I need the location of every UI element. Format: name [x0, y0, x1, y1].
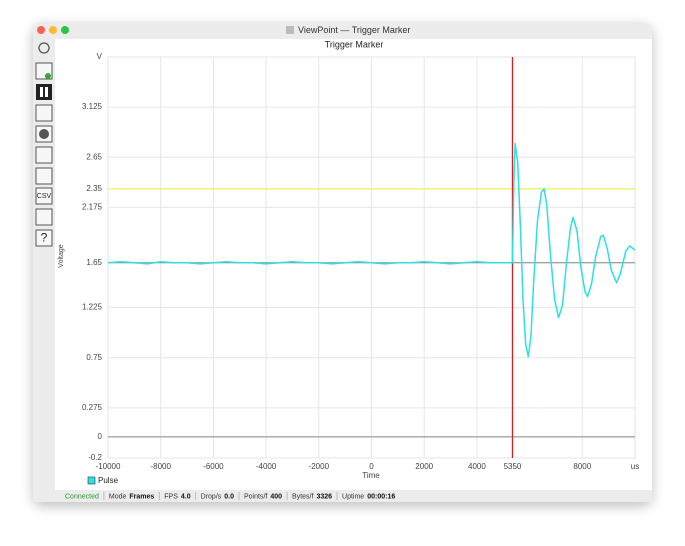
x-tick-label: 2000	[415, 462, 433, 471]
y-tick-label: 1.225	[82, 303, 103, 312]
status-value: 4.0	[181, 493, 191, 500]
x-tick-label: 5350	[504, 462, 522, 471]
status-value: Frames	[129, 493, 154, 500]
status-label: Bytes/f	[292, 493, 313, 500]
x-tick-label: -4000	[256, 462, 277, 471]
x-tick-label: -6000	[203, 462, 224, 471]
minimize-button[interactable]	[49, 26, 57, 34]
y-tick-label: 0	[98, 432, 103, 441]
status-label: Drop/s	[201, 493, 222, 500]
status-bar	[33, 490, 652, 502]
y-tick-label: V	[97, 52, 103, 61]
status-label: Mode	[109, 493, 127, 500]
status-items: Connected Mode Frames FPS 4.0 Drop/s 0.0 Points…	[65, 492, 395, 500]
x-axis-label: Time	[362, 471, 380, 480]
chart: Trigger Marker Time Voltage -0.2 0 0.275 0.…	[58, 39, 639, 485]
y-tick-label: 0.275	[82, 403, 103, 412]
y-tick-label: 1.65	[86, 258, 102, 267]
legend-label: Pulse	[98, 476, 119, 485]
y-tick-label: 2.175	[82, 202, 103, 211]
snapshot-button[interactable]	[35, 146, 53, 164]
status-label: FPS	[164, 493, 178, 500]
select-button[interactable]	[35, 167, 53, 185]
csv-button[interactable]	[35, 187, 53, 205]
series-line	[107, 142, 636, 358]
app-icon	[286, 26, 294, 34]
x-tick-label: 4000	[468, 462, 486, 471]
chart-title: Trigger Marker	[325, 39, 384, 49]
display-button[interactable]	[35, 208, 53, 226]
x-tick-label: -10000	[96, 462, 121, 471]
status-connection: Connected	[65, 493, 99, 500]
y-tick-label: 3.125	[82, 102, 103, 111]
y-tick-label: 0.75	[86, 353, 102, 362]
status-label: Uptime	[342, 493, 364, 500]
help-label: ?	[41, 231, 48, 245]
csv-label: CSV	[37, 193, 52, 200]
legend-swatch	[87, 476, 96, 485]
status-value: 0.0	[224, 493, 234, 500]
window-title: ViewPoint — Trigger Marker	[298, 25, 410, 35]
x-tick-label: us	[631, 462, 639, 471]
x-tick-label: 8000	[573, 462, 591, 471]
status-label: Points/f	[244, 493, 267, 500]
y-axis-label: Voltage	[58, 244, 65, 267]
zoom-button[interactable]	[61, 26, 69, 34]
channels-button[interactable]	[35, 104, 53, 122]
help-button[interactable]	[35, 229, 53, 247]
toolbar-buttons: CSV ?	[35, 42, 53, 247]
settings-button[interactable]	[38, 42, 50, 54]
x-tick-label: -8000	[150, 462, 171, 471]
close-button[interactable]	[37, 26, 45, 34]
x-tick-label: 0	[369, 462, 374, 471]
status-value: 400	[270, 493, 282, 500]
status-value: 3326	[316, 493, 332, 500]
status-value: 00:00:16	[367, 493, 395, 500]
y-tick-label: 2.65	[86, 152, 102, 161]
y-tick-label: 2.35	[86, 184, 102, 193]
x-tick-label: -2000	[309, 462, 330, 471]
y-tick-label: -0.2	[88, 453, 102, 462]
pause-button[interactable]	[36, 84, 52, 100]
